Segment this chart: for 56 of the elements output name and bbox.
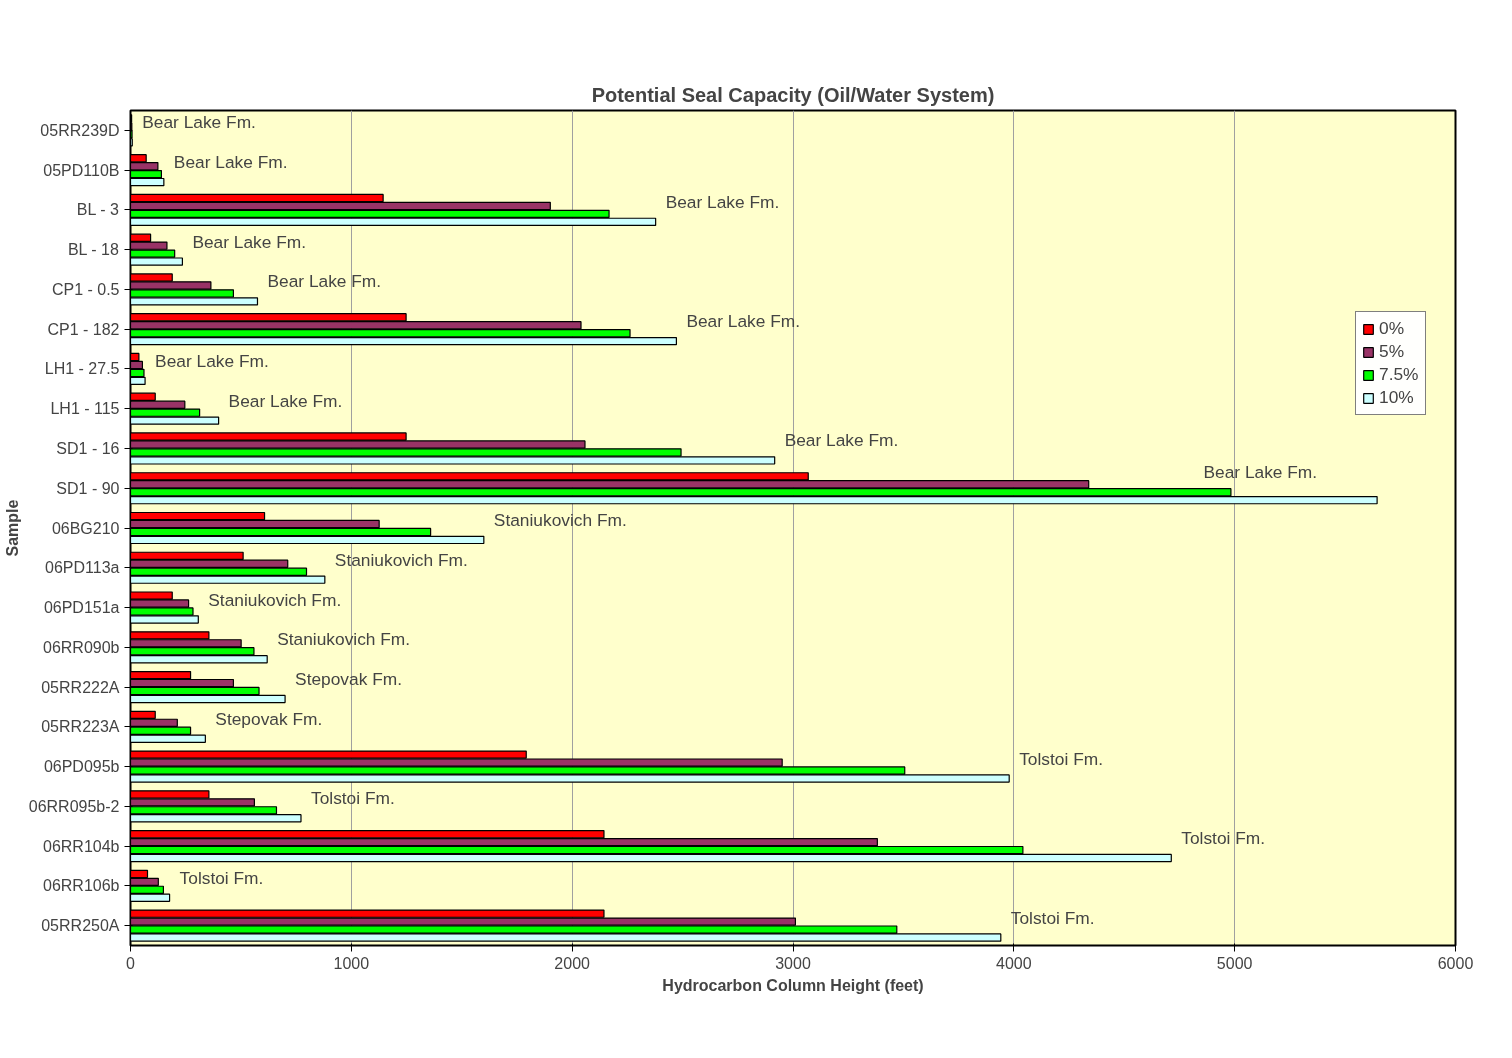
y-tick-label: BL - 18 — [67, 241, 120, 259]
x-tick-label: 2000 — [554, 954, 591, 972]
y-tick-label: 05RR223A — [41, 718, 120, 736]
annotation: Stepovak Fm. — [215, 708, 323, 729]
annotation: Staniukovich Fm. — [208, 589, 342, 610]
annotation: Staniukovich Fm. — [277, 629, 411, 650]
x-axis-title: Hydrocarbon Column Height (feet) — [662, 976, 924, 994]
y-tick-label: SD1 - 90 — [56, 479, 120, 497]
y-tick-label: BL - 3 — [76, 201, 120, 219]
annotation: Bear Lake Fm. — [665, 191, 780, 212]
annotation: Bear Lake Fm. — [267, 271, 382, 292]
annotation: Bear Lake Fm. — [192, 231, 307, 252]
chart-title: Potential Seal Capacity (Oil/Water System) — [591, 83, 995, 106]
y-tick-label: 06PD113a — [45, 559, 120, 577]
annotation: Staniukovich Fm. — [334, 549, 468, 570]
y-tick-label: 06RR090b — [43, 638, 120, 656]
annotation: Tolstoi Fm. — [310, 788, 395, 809]
y-tick-label: 06RR095b-2 — [28, 797, 120, 815]
annotation: Bear Lake Fm. — [142, 112, 256, 133]
y-tick-label: 06PD095b — [43, 758, 120, 776]
y-axis-title: Sample — [3, 499, 21, 557]
annotation: Bear Lake Fm. — [173, 152, 288, 173]
annotation: Bear Lake Fm. — [228, 390, 343, 411]
y-tick-label: 05RR239D — [40, 121, 120, 139]
y-tick-label: CP1 - 182 — [47, 320, 120, 338]
annotation: Tolstoi Fm. — [1019, 748, 1103, 769]
x-tick-label: 4000 — [996, 954, 1032, 972]
y-tick-label: 06PD151a — [43, 599, 120, 617]
annotation: Bear Lake Fm. — [784, 430, 899, 451]
annotation: Bear Lake Fm. — [155, 350, 269, 371]
y-tick-label: SD1 - 16 — [56, 439, 120, 457]
y-tick-label: LH1 - 115 — [50, 400, 120, 418]
annotation: Bear Lake Fm. — [1203, 462, 1318, 483]
y-tick-label: LH1 - 27.5 — [44, 360, 120, 378]
legend-label: 7.5% — [1379, 364, 1419, 385]
y-tick-label: CP1 - 0.5 — [51, 280, 120, 298]
y-tick-label: 05RR250A — [41, 917, 120, 935]
x-tick-label: 1000 — [333, 954, 370, 972]
annotation: Staniukovich Fm. — [493, 510, 627, 530]
annotation: Stepovak Fm. — [295, 669, 402, 690]
x-tick-label: 6000 — [1437, 954, 1474, 972]
y-tick-label: 05RR222A — [41, 678, 120, 696]
y-tick-label: 06RR104b — [43, 837, 120, 855]
y-tick-label: 06RR106b — [43, 877, 120, 895]
x-tick-label: 5000 — [1216, 954, 1253, 972]
legend-label: 0% — [1379, 318, 1405, 339]
legend-label: 5% — [1379, 341, 1405, 362]
annotation: Tolstoi Fm. — [1181, 828, 1266, 849]
annotation: Tolstoi Fm. — [1010, 907, 1095, 928]
annotation: Tolstoi Fm. — [179, 867, 264, 888]
x-tick-label: 0 — [126, 954, 136, 972]
x-tick-label: 3000 — [775, 954, 811, 972]
annotation: Bear Lake Fm. — [686, 311, 801, 332]
y-tick-label: 05PD110B — [43, 161, 120, 179]
legend-label: 10% — [1379, 387, 1414, 408]
y-tick-label: 06BG210 — [51, 519, 120, 537]
